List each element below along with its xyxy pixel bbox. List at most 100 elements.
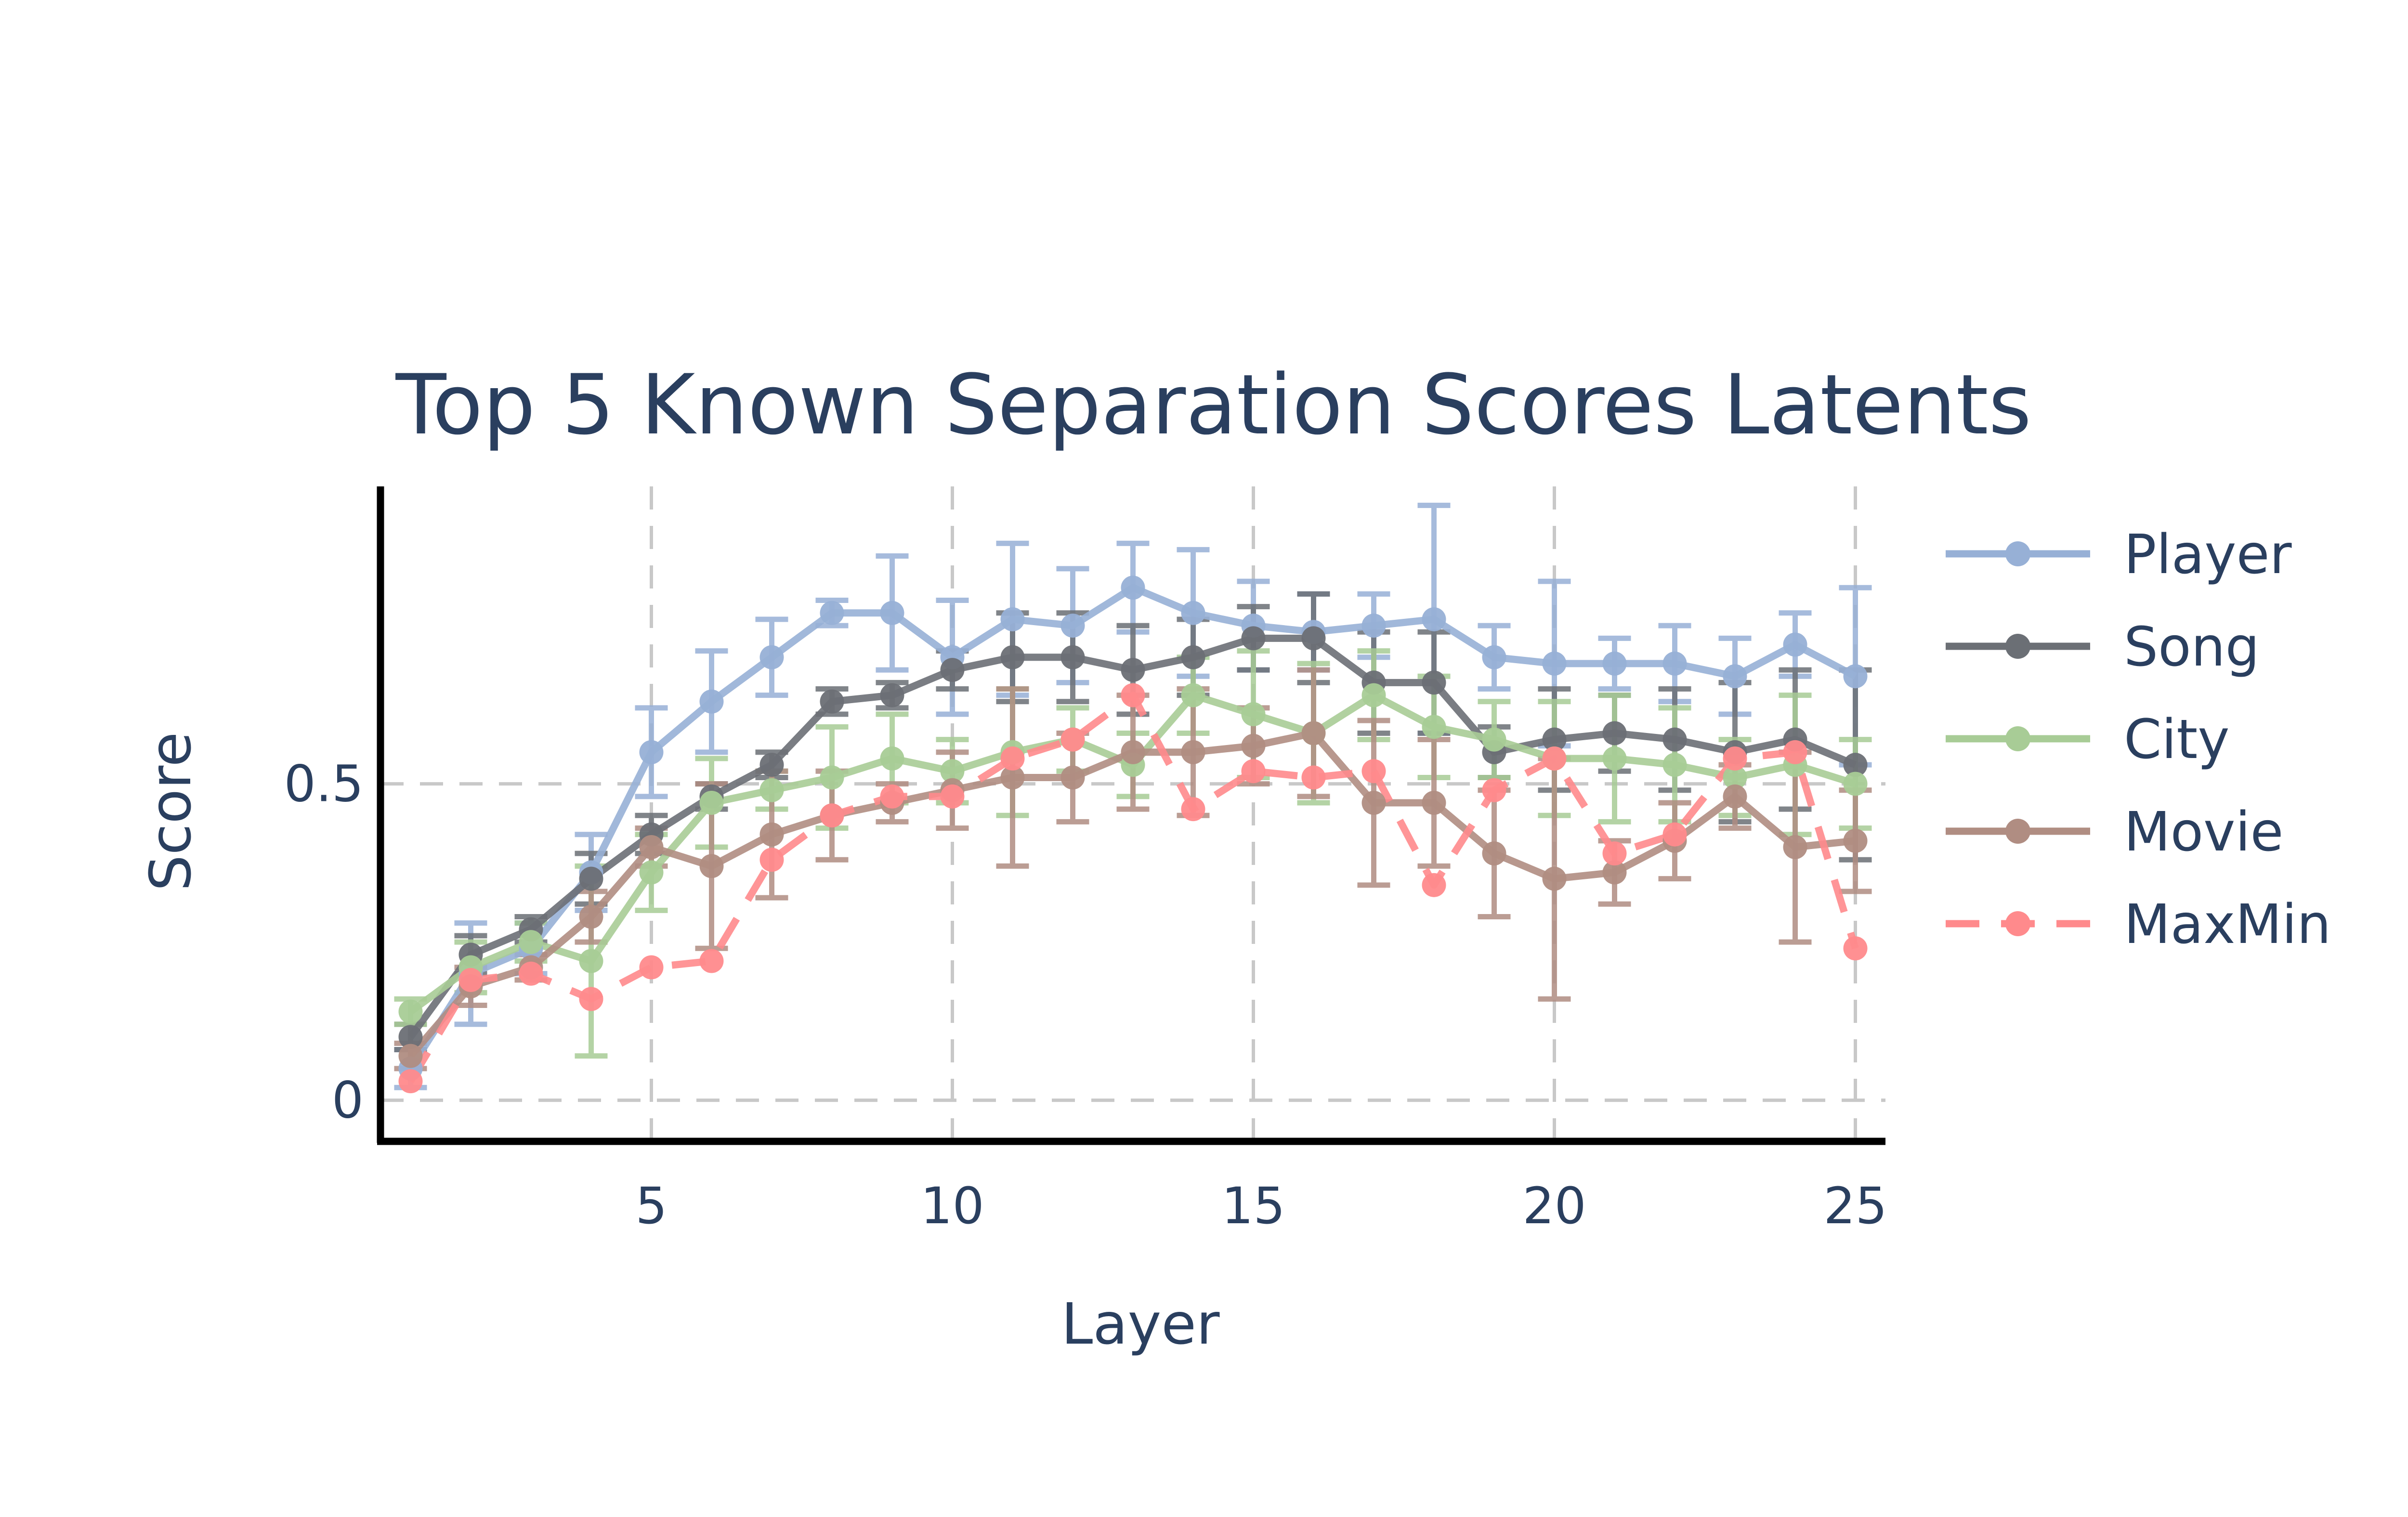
data-point-song [579, 866, 603, 891]
data-point-player [1602, 651, 1627, 676]
data-point-movie [1482, 841, 1506, 866]
data-point-maxmin [1181, 797, 1205, 822]
data-point-movie [1121, 740, 1145, 764]
data-point-movie [1000, 765, 1025, 790]
data-point-song [880, 683, 904, 707]
data-point-maxmin [519, 961, 543, 986]
data-point-maxmin [1361, 759, 1386, 784]
data-point-city [579, 949, 603, 973]
x-tick-label: 5 [635, 1177, 667, 1235]
data-point-player [880, 601, 904, 625]
legend: Player Song City Movie MaxMin [1946, 523, 2331, 956]
data-point-player [759, 645, 784, 669]
axes [377, 486, 1885, 1145]
legend-item-player: Player [1946, 523, 2292, 586]
data-point-song [1422, 670, 1446, 695]
data-point-movie [1422, 791, 1446, 815]
data-point-movie [1843, 828, 1868, 853]
data-point-player [1482, 645, 1506, 669]
data-point-maxmin [759, 848, 784, 872]
y-tick-label: 0.5 [284, 755, 364, 813]
data-point-movie [1542, 866, 1567, 891]
data-point-city [1662, 753, 1687, 777]
data-point-song [759, 753, 784, 777]
y-tick-label: 0 [332, 1071, 364, 1130]
legend-swatch-marker [2005, 819, 2030, 844]
legend-item-movie: Movie [1946, 801, 2283, 863]
legend-swatch-marker [2005, 911, 2030, 936]
data-point-movie [1602, 860, 1627, 885]
data-point-player [1843, 664, 1868, 689]
data-point-city [940, 759, 965, 784]
data-point-song [1181, 645, 1205, 669]
legend-label: Movie [2124, 801, 2283, 863]
data-point-player [820, 601, 844, 625]
data-point-city [1361, 683, 1386, 707]
data-point-city [1843, 772, 1868, 796]
data-point-player [1361, 614, 1386, 638]
data-point-maxmin [1241, 759, 1266, 784]
data-point-city [820, 765, 844, 790]
data-point-maxmin [398, 1069, 423, 1094]
data-point-maxmin [1000, 746, 1025, 771]
x-axis-title: Layer [1061, 1291, 1220, 1357]
data-point-city [1482, 727, 1506, 752]
data-point-city [880, 746, 904, 771]
data-point-song [820, 689, 844, 714]
data-point-maxmin [880, 784, 904, 809]
y-axis-title: Score [137, 732, 204, 891]
data-point-city [1422, 715, 1446, 739]
data-point-maxmin [820, 803, 844, 828]
data-point-maxmin [1542, 746, 1567, 771]
data-point-city [699, 791, 724, 815]
data-point-movie [1241, 733, 1266, 758]
legend-label: Player [2124, 523, 2292, 586]
data-point-movie [1723, 784, 1747, 809]
data-point-movie [1361, 791, 1386, 815]
data-point-movie [759, 822, 784, 847]
data-point-maxmin [1602, 841, 1627, 866]
data-point-movie [398, 1044, 423, 1068]
data-point-song [940, 658, 965, 682]
x-tick-label: 20 [1522, 1177, 1586, 1235]
data-point-movie [579, 904, 603, 929]
data-point-maxmin [1301, 765, 1326, 790]
data-point-city [1602, 746, 1627, 771]
data-point-maxmin [1060, 727, 1085, 752]
data-point-player [1060, 614, 1085, 638]
data-point-maxmin [1482, 778, 1506, 802]
legend-swatch-marker [2005, 726, 2030, 751]
legend-item-song: Song [1946, 616, 2260, 679]
data-point-player [639, 740, 664, 764]
data-point-maxmin [1121, 683, 1145, 707]
x-tick-label: 25 [1823, 1177, 1887, 1235]
data-point-city [519, 930, 543, 955]
data-point-movie [699, 854, 724, 878]
data-point-movie [639, 835, 664, 859]
data-point-city [1181, 683, 1205, 707]
data-point-song [1121, 658, 1145, 682]
data-point-maxmin [1723, 746, 1747, 771]
data-point-song [1662, 727, 1687, 752]
legend-swatch-marker [2005, 634, 2030, 659]
data-point-song [1542, 727, 1567, 752]
legend-swatch-marker [2005, 541, 2030, 566]
data-point-player [1181, 601, 1205, 625]
data-point-maxmin [458, 968, 483, 992]
data-point-maxmin [1422, 873, 1446, 897]
data-point-player [1121, 575, 1145, 600]
data-point-player [699, 689, 724, 714]
data-point-song [1602, 721, 1627, 745]
data-point-city [1723, 765, 1747, 790]
tick-labels: 5 10 15 20 25 0 0.5 [284, 755, 1887, 1235]
data-point-player [1723, 664, 1747, 689]
data-point-song [1060, 645, 1085, 669]
data-point-maxmin [1662, 822, 1687, 847]
data-point-song [1000, 645, 1025, 669]
data-point-movie [1181, 740, 1205, 764]
data-point-song [1301, 626, 1326, 651]
x-tick-label: 10 [920, 1177, 984, 1235]
data-point-song [398, 1025, 423, 1049]
data-point-player [1542, 651, 1567, 676]
legend-item-maxmin: MaxMin [1946, 893, 2331, 956]
